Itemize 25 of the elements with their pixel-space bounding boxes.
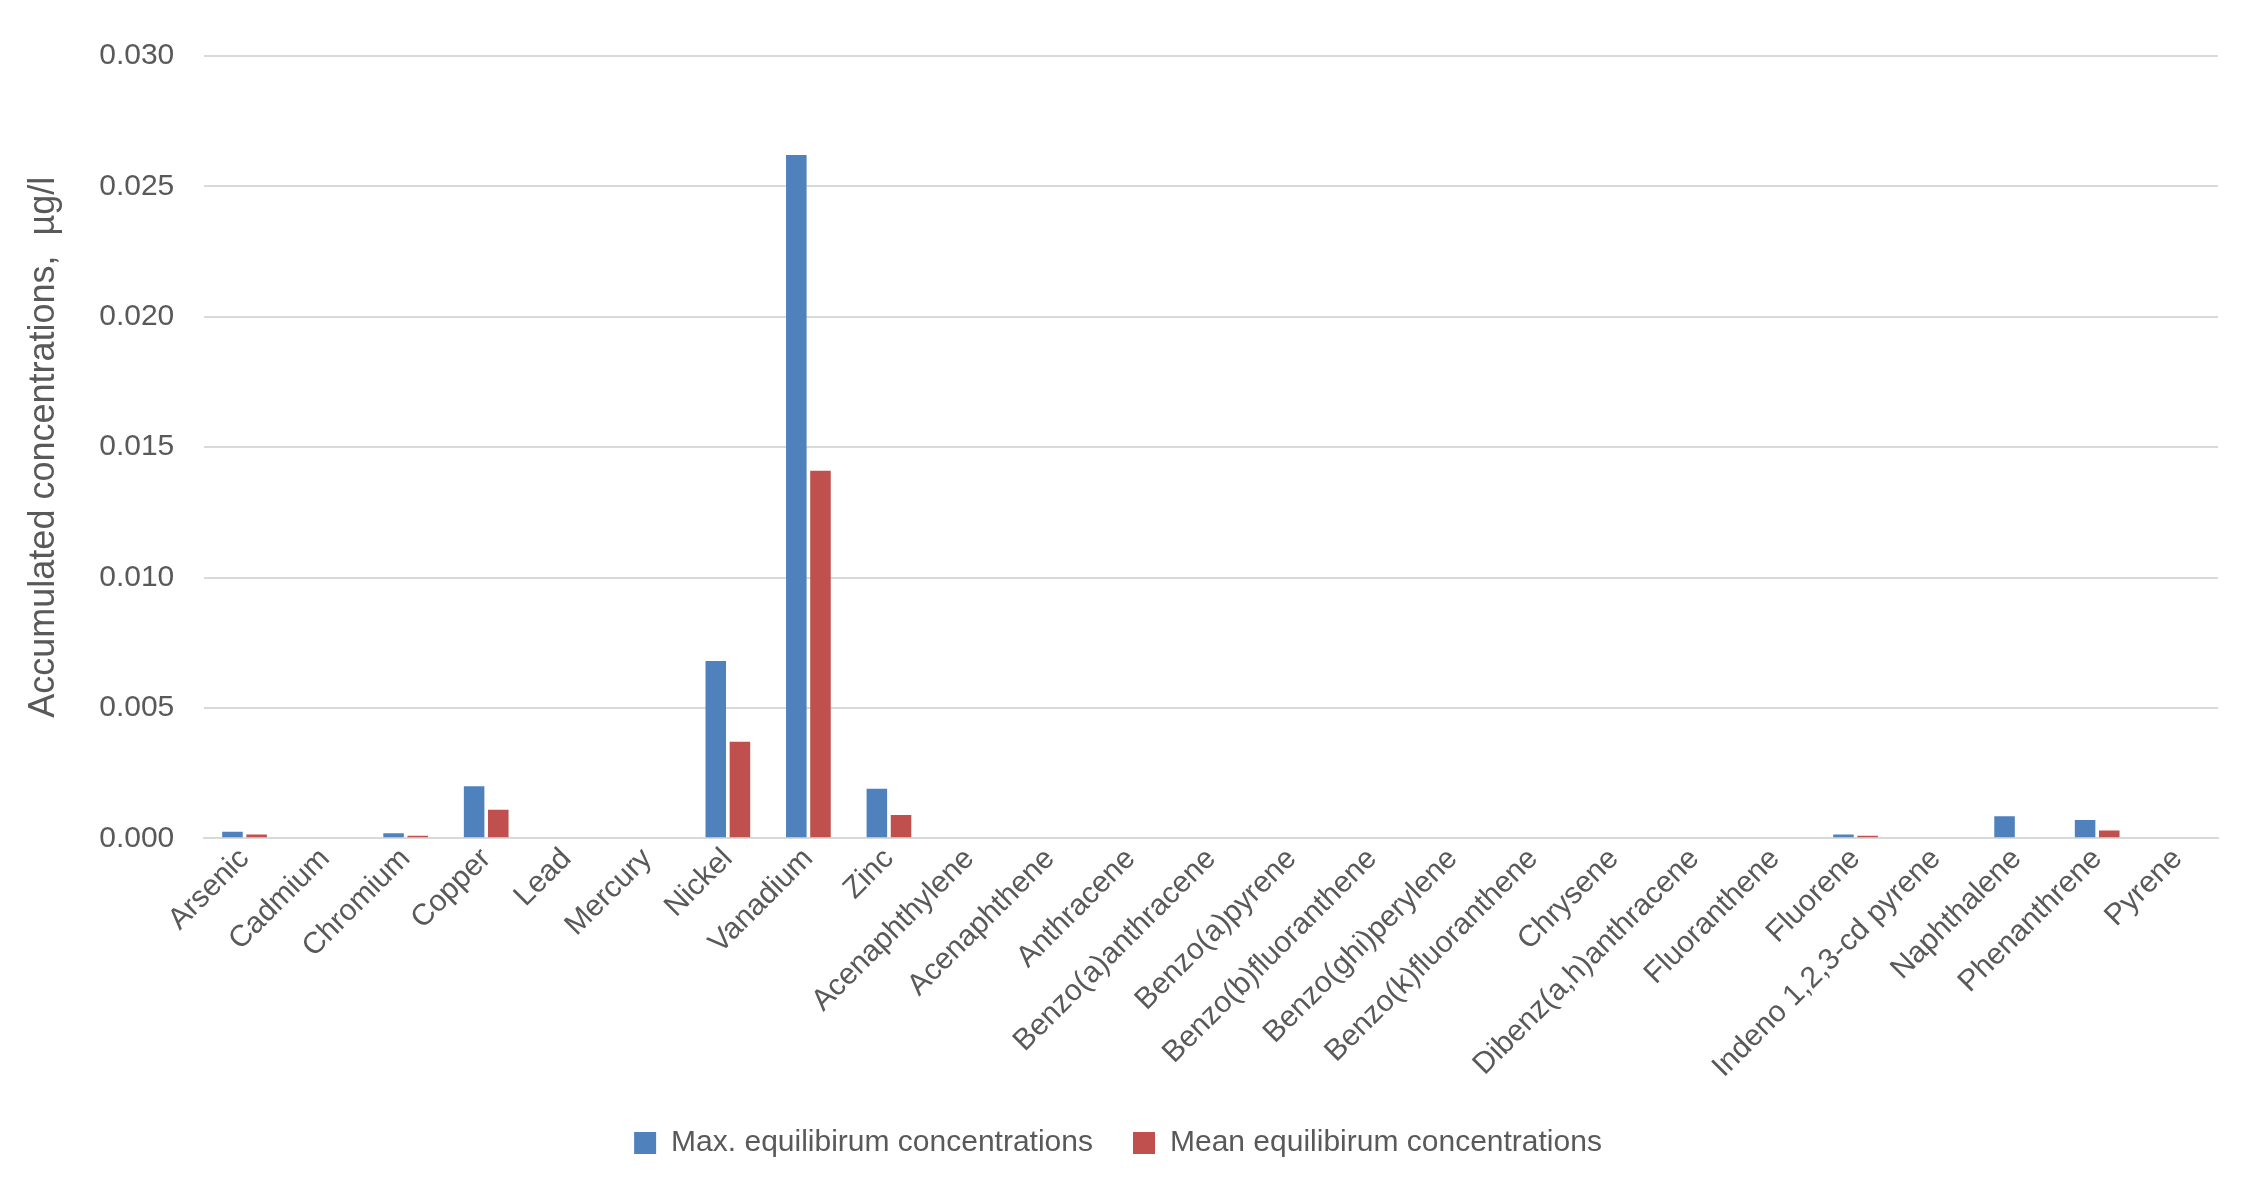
y-tick-label: 0.015: [99, 428, 175, 462]
y-axis-title: Accumulated concentrations, µg/l: [20, 176, 62, 718]
bar: [463, 786, 485, 838]
bar: [246, 834, 267, 838]
y-tick-label: 0.005: [99, 689, 175, 723]
bar: [383, 833, 404, 838]
bar: [866, 788, 888, 838]
legend-label: Mean equilibirum concentrations: [1169, 1124, 1602, 1158]
y-tick-label: 0.000: [99, 819, 175, 853]
y-tick-label: 0.030: [99, 37, 175, 71]
bar: [786, 155, 807, 838]
bar: [729, 741, 751, 838]
bar: [810, 470, 831, 838]
bar: [705, 661, 727, 838]
bar: [1833, 834, 1854, 838]
bar: [2074, 820, 2096, 838]
y-tick-label: 0.025: [99, 167, 175, 201]
y-tick-label: 0.010: [99, 558, 175, 592]
bar: [890, 814, 912, 838]
bar: [222, 831, 243, 838]
bar: [488, 809, 509, 838]
y-tick-label: 0.020: [99, 298, 175, 332]
legend-label: Max. equilibirum concentrations: [671, 1124, 1093, 1158]
bar: [1994, 816, 2015, 838]
bar: [2098, 830, 2120, 838]
